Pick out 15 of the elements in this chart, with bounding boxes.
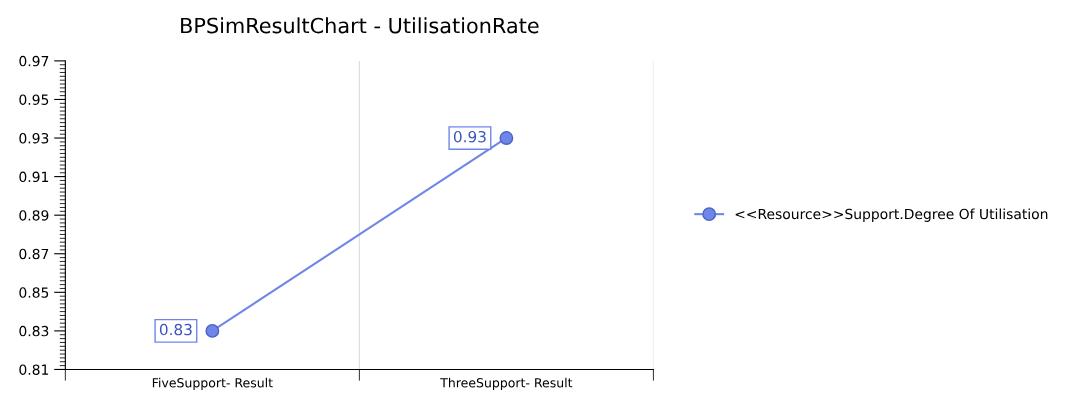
x-tick-label: ThreeSupport- Result bbox=[440, 377, 573, 390]
y-tick-label: 0.89 bbox=[19, 210, 49, 221]
legend-label: <<Resource>>Support.Degree Of Utilisation bbox=[735, 208, 1048, 222]
y-tick-label: 0.93 bbox=[19, 133, 49, 144]
data-label: 0.93 bbox=[453, 130, 486, 143]
data-label: 0.83 bbox=[159, 323, 192, 336]
y-tick-label: 0.91 bbox=[19, 171, 49, 183]
y-tick-label: 0.87 bbox=[19, 248, 49, 260]
y-tick-label: 0.81 bbox=[19, 364, 49, 375]
y-tick-label: 0.97 bbox=[19, 55, 49, 67]
y-tick-label: 0.83 bbox=[19, 325, 49, 337]
y-tick-label: 0.95 bbox=[19, 94, 49, 105]
x-tick-label: FiveSupport- Result bbox=[152, 377, 273, 390]
chart-title: BPSimResultChart - UtilisationRate bbox=[181, 17, 539, 34]
y-tick-label: 0.85 bbox=[19, 287, 49, 298]
